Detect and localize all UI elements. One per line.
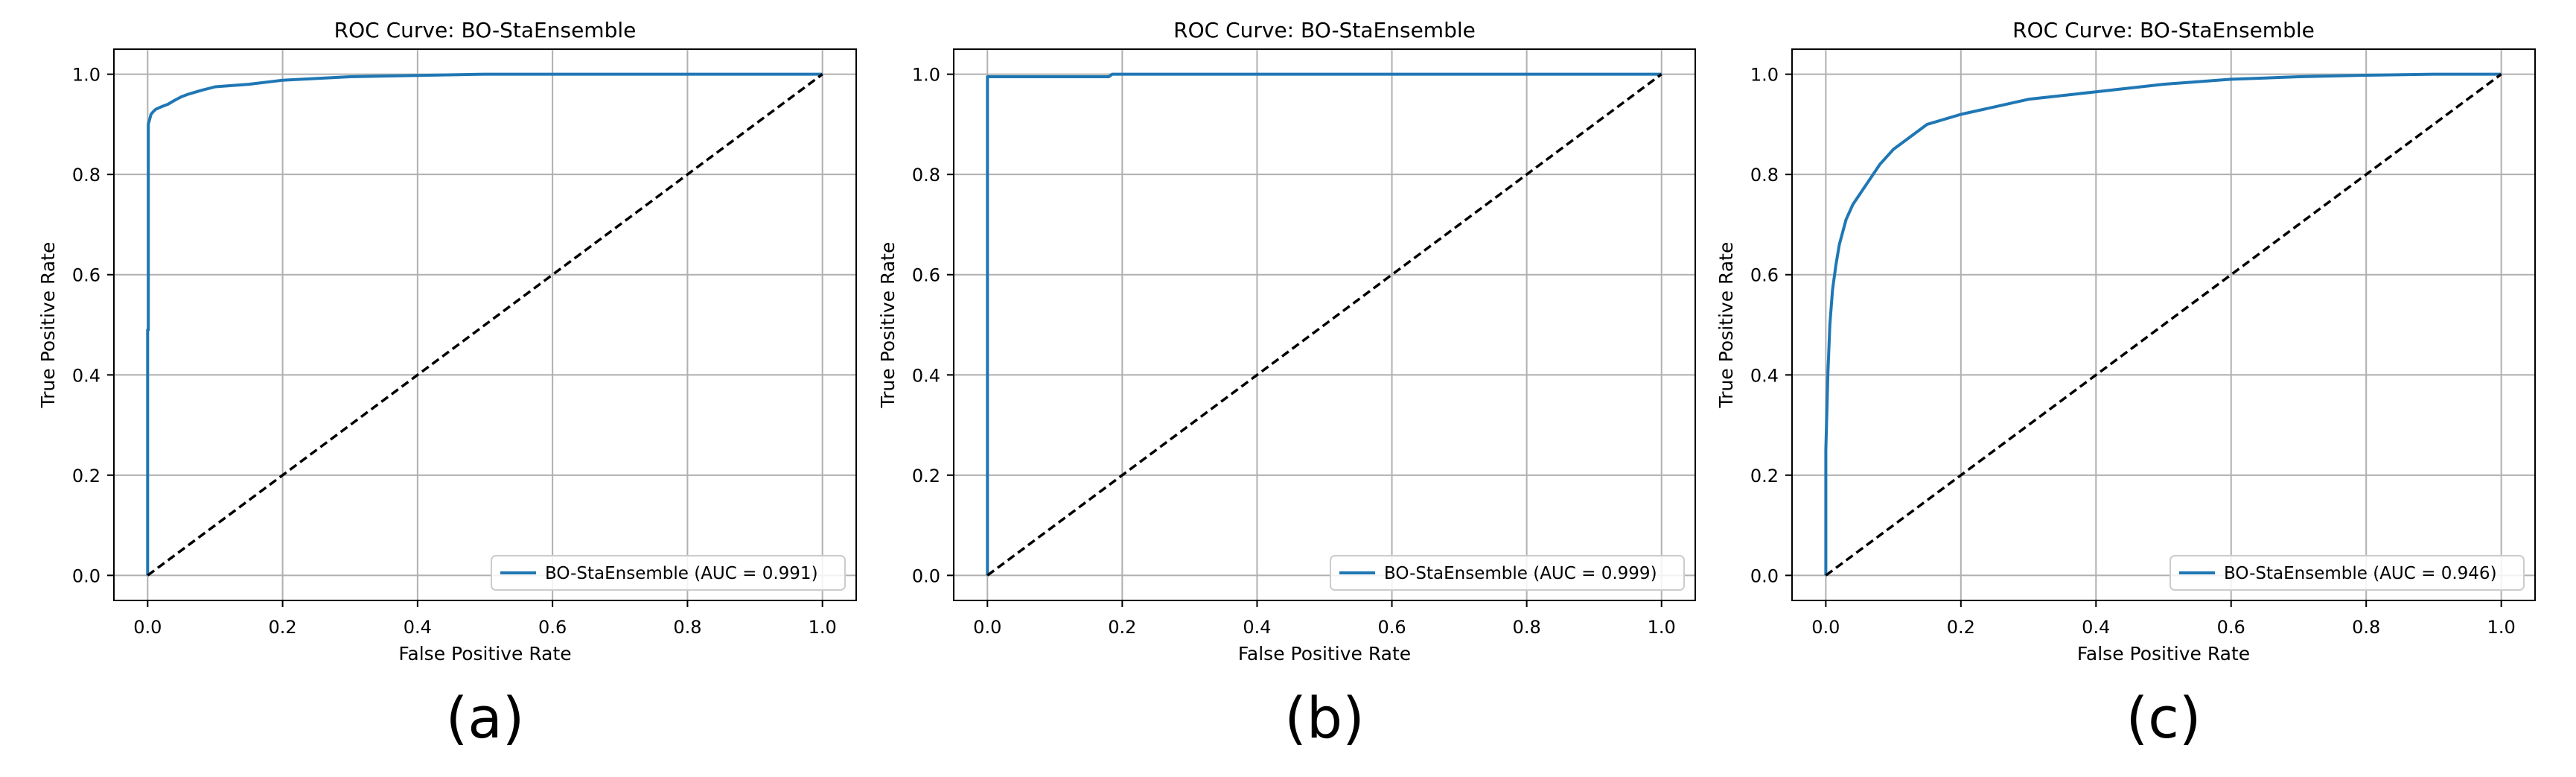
y-axis-label: True Positive Rate (877, 242, 899, 409)
x-tick-label: 0.0 (1811, 617, 1840, 638)
x-tick-label: 1.0 (1648, 617, 1676, 638)
panel-caption: (b) (1284, 685, 1365, 751)
x-tick-label: 0.8 (673, 617, 701, 638)
y-tick-label: 1.0 (912, 65, 940, 86)
y-tick-label: 1.0 (72, 65, 101, 86)
y-tick-label: 0.0 (1750, 565, 1779, 586)
y-tick-label: 0.6 (72, 265, 101, 286)
y-tick-label: 0.2 (1750, 466, 1779, 486)
x-tick-label: 0.8 (1513, 617, 1541, 638)
y-tick-label: 0.4 (912, 365, 940, 386)
legend-entry-label: BO-StaEnsemble (AUC = 0.991) (545, 564, 818, 583)
y-tick-label: 0.8 (1750, 165, 1779, 185)
x-tick-label: 0.2 (269, 617, 297, 638)
roc-curve-line (146, 72, 823, 576)
legend-entry-label: BO-StaEnsemble (AUC = 0.999) (1384, 564, 1657, 583)
roc-curve-line (986, 72, 1662, 576)
y-axis-label: True Positive Rate (37, 242, 59, 409)
x-axis-label: False Positive Rate (1238, 643, 1411, 665)
y-tick-label: 0.6 (912, 265, 940, 286)
x-tick-label: 0.0 (133, 617, 162, 638)
x-axis-label: False Positive Rate (398, 643, 571, 665)
legend: BO-StaEnsemble (AUC = 0.946) (2169, 555, 2525, 591)
x-tick-label: 0.4 (2082, 617, 2110, 638)
x-axis-label: False Positive Rate (2077, 643, 2250, 665)
y-tick-label: 1.0 (1750, 65, 1779, 86)
y-tick-label: 0.2 (912, 466, 940, 486)
y-tick-label: 0.0 (72, 565, 101, 586)
y-axis-label: True Positive Rate (1715, 242, 1737, 409)
chance-diagonal-line (986, 73, 1662, 577)
chance-diagonal-line (147, 73, 823, 577)
y-tick-label: 0.6 (1750, 265, 1779, 286)
axes-frame (113, 48, 857, 601)
x-tick-label: 1.0 (809, 617, 837, 638)
chart-title: ROC Curve: BO-StaEnsemble (334, 18, 637, 42)
legend-box (1330, 555, 1685, 591)
x-tick-label: 0.6 (538, 617, 567, 638)
legend-box (2169, 555, 2525, 591)
x-tick-label: 0.4 (404, 617, 432, 638)
axes-frame (1791, 48, 2536, 601)
chart-panel-c: 0.0 0.0 0.2 0.2 0.4 0.4 0.6 0.6 0.8 0.8 1.0 1.0 ROC … (1715, 18, 2536, 751)
legend-entry-label: BO-StaEnsemble (AUC = 0.946) (2224, 564, 2497, 583)
y-tick-label: 0.4 (72, 365, 101, 386)
x-tick-label: 0.8 (2352, 617, 2380, 638)
chart-title: ROC Curve: BO-StaEnsemble (2012, 18, 2315, 42)
legend: BO-StaEnsemble (AUC = 0.999) (1330, 555, 1685, 591)
x-tick-label: 0.4 (1243, 617, 1271, 638)
panel-caption: (c) (2126, 685, 2201, 751)
x-tick-label: 0.6 (1377, 617, 1406, 638)
chart-panel-a: 0.0 0.0 0.2 0.2 0.4 0.4 0.6 0.6 0.8 0.8 1.0 1.0 ROC … (37, 18, 857, 751)
axes-frame (953, 48, 1696, 601)
chance-diagonal-line (1825, 73, 2502, 577)
legend: BO-StaEnsemble (AUC = 0.991) (491, 555, 846, 591)
roc-curve-line (1824, 72, 2502, 576)
y-tick-label: 0.8 (72, 165, 101, 185)
y-tick-label: 0.0 (912, 565, 940, 586)
x-tick-label: 0.0 (973, 617, 1001, 638)
x-tick-label: 0.2 (1108, 617, 1136, 638)
chart-title: ROC Curve: BO-StaEnsemble (1173, 18, 1476, 42)
chart-panel-b: 0.0 0.0 0.2 0.2 0.4 0.4 0.6 0.6 0.8 0.8 1.0 1.0 ROC … (877, 18, 1696, 751)
x-tick-label: 1.0 (2487, 617, 2516, 638)
y-tick-label: 0.2 (72, 466, 101, 486)
x-tick-label: 0.6 (2217, 617, 2245, 638)
panel-caption: (a) (446, 685, 525, 751)
y-tick-label: 0.4 (1750, 365, 1779, 386)
legend-box (491, 555, 846, 591)
x-tick-label: 0.2 (1947, 617, 1975, 638)
y-tick-label: 0.8 (912, 165, 940, 185)
